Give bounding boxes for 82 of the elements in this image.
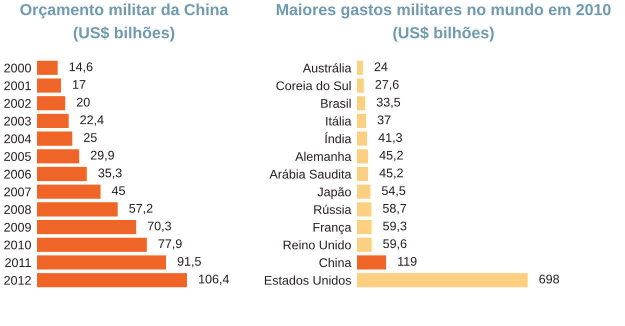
y-tick-label: 2008	[4, 205, 31, 214]
data-label: 35,3	[98, 168, 122, 179]
bar	[37, 149, 80, 164]
y-tick-label: Estados Unidos	[264, 276, 351, 285]
data-label: 59,3	[383, 222, 406, 232]
y-tick-label: 2007	[4, 187, 31, 196]
bar	[357, 132, 368, 146]
bar	[37, 202, 118, 216]
y-tick-label: 2000	[4, 64, 31, 72]
data-label: 45,2	[379, 168, 403, 179]
bar	[357, 78, 364, 93]
y-tick-label: Rússia	[314, 204, 352, 214]
chart-title: Orçamento militar da China	[20, 4, 228, 18]
y-tick-label: 2002	[4, 99, 31, 108]
y-tick-label: Itália	[326, 116, 352, 126]
y-tick-label: Brasil	[321, 98, 351, 108]
bar	[357, 96, 366, 110]
data-label: 698	[539, 274, 560, 284]
y-tick-label: 2012	[4, 276, 31, 285]
data-label: 17	[73, 80, 86, 89]
bar	[37, 255, 166, 270]
data-label: 70,3	[148, 222, 171, 232]
bar	[357, 149, 368, 164]
bar	[357, 114, 366, 128]
data-label: 37	[378, 115, 390, 124]
bar	[357, 238, 372, 252]
data-label: 14,6	[70, 62, 92, 73]
bar	[37, 114, 69, 128]
bar	[357, 220, 372, 234]
y-tick-label: China	[319, 258, 352, 268]
data-label: 27,6	[375, 80, 399, 90]
data-label: 54,5	[382, 186, 406, 197]
bar	[357, 255, 386, 270]
data-label: 77,9	[158, 239, 182, 250]
y-tick-label: Índia	[325, 132, 352, 144]
y-tick-label: Alemanha	[295, 152, 352, 161]
data-label: 33,5	[376, 98, 400, 108]
data-label: 45,2	[379, 150, 403, 162]
bar	[357, 184, 370, 199]
bar	[37, 166, 87, 182]
y-tick-label: 2001	[4, 81, 31, 90]
y-tick-label: Japão	[318, 187, 351, 199]
data-label: 29,9	[90, 150, 114, 162]
y-tick-label: 2006	[4, 170, 31, 179]
data-label: 20	[76, 98, 90, 107]
bar	[357, 60, 363, 75]
y-tick-label: Arábia Saudita	[269, 169, 352, 179]
y-tick-label: França	[314, 222, 352, 234]
bar	[357, 166, 368, 182]
data-label: 58,7	[382, 204, 406, 214]
data-label: 24	[374, 62, 388, 72]
y-tick-label: 2011	[5, 258, 31, 268]
bar	[37, 132, 72, 146]
bar	[37, 273, 187, 288]
data-label: 22,4	[80, 115, 104, 126]
bar	[357, 273, 528, 288]
chart-title: Maiores gastos militares no mundo em 2010	[276, 4, 611, 18]
bar	[37, 78, 61, 93]
y-tick-label: 2004	[4, 134, 32, 144]
data-label: 59,6	[383, 239, 406, 250]
bar	[37, 60, 58, 75]
y-tick-label: Coreia do Sul	[276, 81, 351, 90]
bar	[37, 184, 100, 199]
data-label: 41,3	[378, 133, 402, 144]
y-tick-label: 2009	[4, 222, 31, 232]
chart-subtitle: (US$ bilhões)	[74, 26, 174, 42]
bar	[37, 220, 136, 234]
y-tick-label: Austrália	[302, 63, 352, 72]
y-tick-label: 2010	[4, 240, 31, 250]
chart-subtitle: (US$ bilhões)	[393, 26, 494, 42]
bar	[37, 238, 147, 252]
y-tick-label: 2003	[4, 116, 31, 126]
data-label: 119	[398, 256, 417, 266]
bar	[37, 96, 66, 110]
data-label: 45	[112, 186, 125, 196]
data-label: 91,5	[178, 256, 201, 268]
y-tick-label: Reino Unido	[284, 240, 351, 250]
y-tick-label: 2005	[4, 152, 31, 161]
data-label: 106,4	[199, 274, 230, 285]
data-label: 57,2	[129, 204, 152, 214]
bar	[357, 202, 372, 216]
data-label: 25	[84, 133, 97, 142]
